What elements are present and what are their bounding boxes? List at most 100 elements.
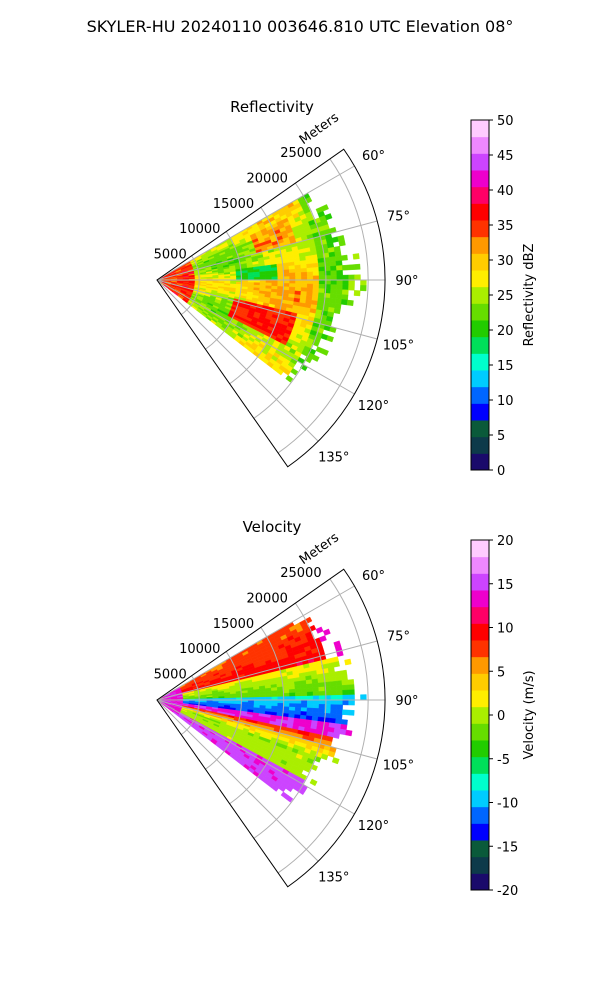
radar-cell [307, 275, 314, 281]
radar-cell [271, 273, 278, 278]
azimuth-tick-label: 90° [395, 694, 418, 709]
radar-cell [330, 275, 338, 281]
radar-cell [335, 293, 343, 300]
colorbar-swatch [471, 353, 489, 371]
colorbar-tick-label: 30 [497, 254, 514, 269]
radar-cell [306, 707, 314, 713]
radial-tick-label: 25000 [280, 566, 321, 581]
colorbar-swatch [471, 336, 489, 354]
azimuth-gridline [156, 279, 378, 340]
radar-cell [312, 682, 319, 688]
radar-cell [283, 699, 290, 704]
colorbar-label: Reflectivity dBZ [522, 244, 537, 347]
radar-cell [312, 703, 320, 709]
radar-cell [307, 279, 314, 285]
radar-cell [342, 689, 349, 696]
radar-cell [332, 732, 340, 739]
radar-cell [342, 279, 349, 286]
radar-cell [329, 676, 337, 683]
colorbar-swatch [471, 590, 489, 608]
range-ring [205, 651, 242, 770]
colorbar-swatch [471, 320, 489, 338]
radar-cell [300, 687, 308, 693]
radar-cell [318, 712, 325, 718]
radar-cell [306, 691, 314, 697]
radar-cell [295, 279, 302, 284]
azimuth-gridline [156, 699, 319, 862]
colorbar-swatch [471, 436, 489, 454]
radar-cell [265, 270, 272, 275]
colorbar-swatch [471, 403, 489, 421]
radar-cell [283, 279, 290, 284]
radar-cell [312, 283, 320, 289]
colorbar-swatch [471, 253, 489, 271]
panel-title: Reflectivity [230, 98, 314, 116]
polar-panel-reflectivity: Reflectivity 5000 10000 15000 20000 25000 60° 7… [154, 98, 537, 479]
colorbar-tick-label: 20 [497, 534, 514, 549]
radar-cell [318, 695, 326, 701]
radial-tick-label: 15000 [213, 617, 254, 632]
radar-cell [318, 682, 325, 688]
radar-cell [271, 784, 279, 792]
radar-cell [341, 709, 349, 716]
colorbar-swatch [471, 690, 489, 708]
radar-cell [335, 260, 343, 267]
radar-cell [306, 703, 314, 709]
radar-cell [241, 275, 249, 278]
radar-cell [341, 684, 349, 691]
radar-cell [288, 265, 296, 270]
radar-cell [318, 686, 326, 692]
radar-cell [330, 284, 338, 290]
colorbar-swatch [471, 203, 489, 221]
radial-tick-label: 25000 [280, 146, 321, 161]
radar-cell [312, 699, 320, 705]
radar-cell [336, 274, 343, 281]
radar-cell [301, 695, 308, 701]
radar-cell [342, 694, 349, 701]
colorbar-swatch [471, 136, 489, 154]
radar-cell [330, 685, 337, 692]
radar-cell [306, 271, 314, 277]
radar-cell [277, 689, 284, 694]
radar-cell [312, 275, 320, 281]
colorbar-tick-label: -15 [497, 840, 518, 855]
colorbar-swatch [471, 236, 489, 254]
colorbar-tick-label: -20 [497, 884, 518, 899]
radar-cell [318, 262, 325, 268]
radar-cell [283, 276, 290, 281]
radar-cell [306, 287, 314, 293]
radar-cell [340, 254, 348, 261]
radar-cell [301, 275, 308, 281]
radar-cell [319, 635, 327, 643]
radar-cell [336, 685, 343, 691]
radar-cell [300, 271, 308, 277]
radar-cell [312, 271, 320, 277]
colorbar-tick-label: 10 [497, 622, 514, 637]
radar-cell [289, 283, 296, 288]
colorbar-label: Velocity (m/s) [522, 670, 537, 759]
radar-cell [342, 699, 349, 706]
radar-cell [283, 283, 290, 288]
radar-cell [253, 274, 261, 278]
colorbar-swatch [471, 286, 489, 304]
radar-cell [340, 674, 348, 681]
colorbar-swatch [471, 420, 489, 438]
radar-cell [331, 757, 340, 765]
azimuth-gridline [156, 640, 378, 701]
azimuth-tick-label: 90° [395, 274, 418, 289]
radar-cell [347, 679, 355, 686]
radar-cell [294, 287, 302, 292]
radar-cell [320, 753, 329, 761]
radar-cell [311, 354, 320, 362]
radar-cell [275, 368, 284, 376]
radar-cell [309, 778, 318, 787]
radar-cell [336, 279, 343, 286]
radar-cell [333, 307, 341, 315]
radar-cell [353, 290, 361, 297]
radar-cell [360, 279, 367, 286]
radar-cell [303, 765, 311, 773]
colorbar-swatch [471, 370, 489, 388]
radar-cell [340, 669, 348, 676]
radar-cell [324, 213, 333, 221]
colorbar-tick-label: 15 [497, 359, 514, 374]
